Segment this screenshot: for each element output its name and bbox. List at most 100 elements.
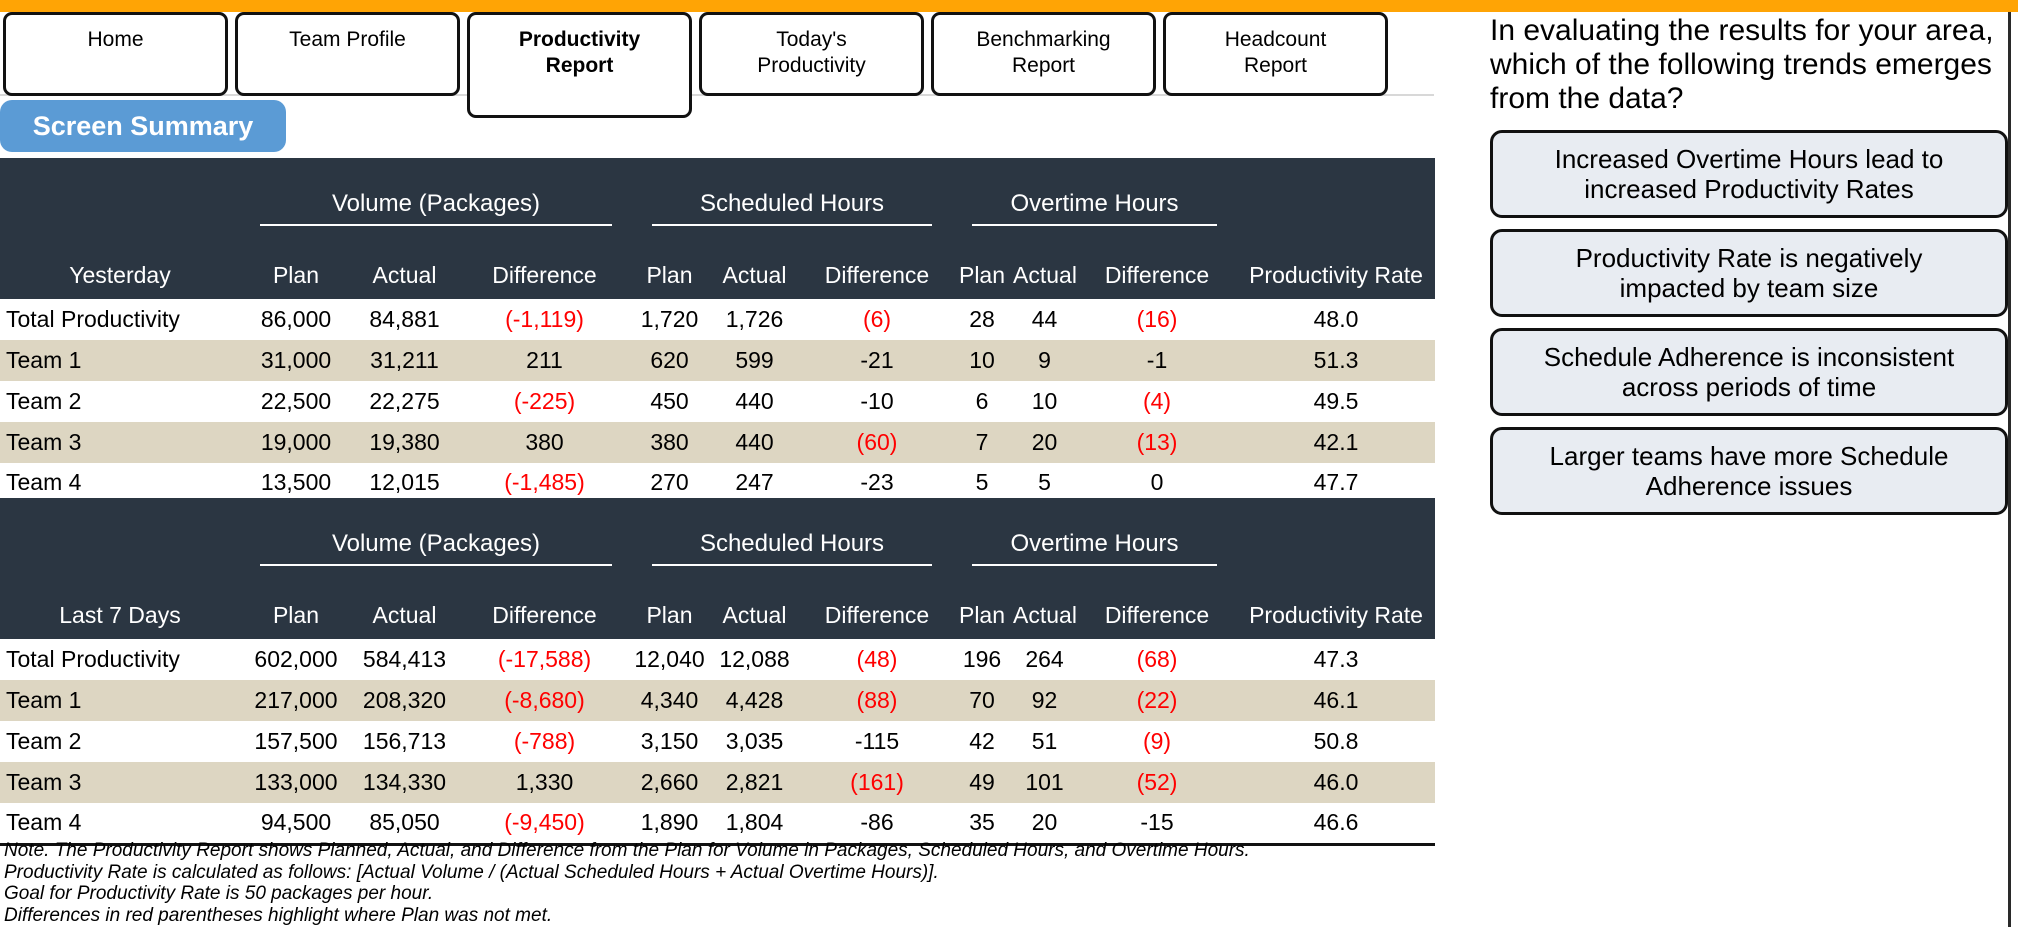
row-label: Total Productivity <box>6 646 180 672</box>
table-cell: -1 <box>1146 347 1168 373</box>
table-cell: 49.5 <box>1313 388 1359 414</box>
table-cell: 13,500 <box>260 469 332 496</box>
col-header-actual: Actual <box>372 262 437 288</box>
table-cell: (-1,485) <box>504 469 585 496</box>
sub-header-row: Last 7 Days Plan Actual Difference Plan Actua… <box>0 566 1435 639</box>
col-header-plan: Plan <box>958 262 1006 288</box>
table-cell: 1,330 <box>515 769 574 795</box>
table-cell: (-1,119) <box>505 306 584 332</box>
group-header-overtime-hours: Overtime Hours <box>952 498 1237 566</box>
period-label: Yesterday <box>69 262 171 288</box>
answer-option-4[interactable]: Larger teams have more Schedule Adherenc… <box>1490 427 2008 515</box>
productivity-table: Volume (Packages) Scheduled Hours Overtime… <box>0 498 1436 846</box>
table-cell: 92 <box>1031 687 1058 713</box>
tab-benchmarking-report[interactable]: Benchmarking Report <box>931 12 1156 96</box>
table-cell: 3,035 <box>725 728 784 754</box>
table-cell: 602,000 <box>254 646 338 672</box>
table-cell: 7 <box>975 429 989 455</box>
col-header-plan: Plan <box>272 262 320 288</box>
tab-productivity-report[interactable]: Productivity Report <box>467 12 692 118</box>
table-cell: (60) <box>856 429 898 455</box>
group-header-volume-packages: Volume (Packages) <box>240 498 632 566</box>
table-cell: (9) <box>1142 728 1172 754</box>
table-cell: (68) <box>1136 646 1178 672</box>
tab-team-profile[interactable]: Team Profile <box>235 12 460 96</box>
table-cell: 3,150 <box>640 728 699 754</box>
table-cell: 1,890 <box>640 809 699 836</box>
table-cell: 211 <box>526 347 563 373</box>
tab-today-s-productivity[interactable]: Today's Productivity <box>699 12 924 96</box>
group-header-label: Volume (Packages) <box>260 190 612 226</box>
answer-option-label: Increased Overtime Hours lead to increas… <box>1554 144 1944 204</box>
table-cell: (4) <box>1142 388 1172 414</box>
table-cell: 584,413 <box>362 646 447 672</box>
table-cell: 46.6 <box>1313 809 1359 836</box>
table-cell: 10 <box>969 347 995 373</box>
table-cell: 42 <box>969 728 995 754</box>
row-label: Total Productivity <box>6 306 180 332</box>
table-cell: 49 <box>969 769 995 795</box>
answer-option-3[interactable]: Schedule Adherence is inconsistent acros… <box>1490 328 2008 416</box>
table-row-team-1: Team 1 217,000 208,320 (-8,680) 4,340 4,428 (8… <box>0 680 1436 721</box>
col-header-difference: Difference <box>492 262 597 288</box>
table-cell: (-8,680) <box>504 687 585 713</box>
answer-option-1[interactable]: Increased Overtime Hours lead to increas… <box>1490 130 2008 218</box>
table-row-team-3: Team 3 133,000 134,330 1,330 2,660 2,821 (161)… <box>0 762 1436 803</box>
answer-options: Increased Overtime Hours lead to increas… <box>1490 130 2010 515</box>
table-cell: (-788) <box>513 728 576 754</box>
table-cell: -86 <box>860 809 894 836</box>
period-label: Last 7 Days <box>59 602 181 628</box>
table-row-team-2: Team 2 22,500 22,275 (-225) 450 440 -10 6 10 (4) 4… <box>0 381 1435 422</box>
answer-option-2[interactable]: Productivity Rate is negatively impacted… <box>1490 229 2008 317</box>
col-header-actual: Actual <box>1013 602 1077 628</box>
table-cell: (52) <box>1136 769 1178 795</box>
tab-label: Team Profile <box>289 28 406 51</box>
tab-headcount-report[interactable]: Headcount Report <box>1163 12 1388 96</box>
productivity-rate-header: Productivity Rate <box>1249 262 1423 288</box>
col-header-actual: Actual <box>372 602 437 628</box>
table-cell: 620 <box>650 347 689 373</box>
table-cell: -23 <box>860 469 894 496</box>
table-cell: 156,713 <box>362 728 447 754</box>
table-cell: 44 <box>1031 306 1058 332</box>
group-header-label: Scheduled Hours <box>652 190 933 226</box>
row-label: Team 4 <box>6 809 82 836</box>
table-cell: 12,040 <box>634 646 705 672</box>
table-cell: -15 <box>1140 809 1174 836</box>
table-cell: 4,428 <box>725 687 784 713</box>
answer-option-label: Productivity Rate is negatively impacted… <box>1575 243 1923 303</box>
table-cell: 380 <box>650 429 689 455</box>
table-cell: 31,211 <box>370 347 439 373</box>
productivity-rate-header: Productivity Rate <box>1249 602 1423 628</box>
table-row-total-productivity: Total Productivity 602,000 584,413 (-17,588… <box>0 639 1435 680</box>
col-header-difference: Difference <box>492 602 597 628</box>
table-cell: 84,881 <box>369 306 440 332</box>
table-cell: 50.8 <box>1313 728 1359 754</box>
group-header-label: Overtime Hours <box>972 190 1218 226</box>
table-row-total-productivity: Total Productivity 86,000 84,881 (-1,119) 1,… <box>0 299 1435 340</box>
table-cell: 47.3 <box>1313 646 1359 672</box>
screen-summary-button[interactable]: Screen Summary <box>0 100 286 152</box>
table-cell: 2,660 <box>640 769 699 795</box>
table-cell: 217,000 <box>254 687 338 713</box>
table-cell: -115 <box>854 728 900 754</box>
tab-home[interactable]: Home <box>3 12 228 96</box>
table-cell: 270 <box>650 469 689 496</box>
last-7-days-table: Volume (Packages) Scheduled Hours Overtime… <box>0 498 1436 846</box>
table-cell: 4,340 <box>640 687 699 713</box>
answer-option-label: Schedule Adherence is inconsistent acros… <box>1543 342 1955 402</box>
col-header-difference: Difference <box>824 262 930 288</box>
col-header-actual: Actual <box>722 262 787 288</box>
table-cell: 599 <box>735 347 774 373</box>
table-cell: 5 <box>1038 469 1051 496</box>
group-header-volume-packages: Volume (Packages) <box>240 158 632 226</box>
table-cell: -21 <box>860 347 894 373</box>
table-cell: 134,330 <box>362 769 447 795</box>
table-row-team-3: Team 3 19,000 19,380 380 380 440 (60) 7 20 (13) 42… <box>0 422 1436 463</box>
row-label: Team 3 <box>6 429 82 455</box>
table-cell: 51.3 <box>1313 347 1359 373</box>
col-header-difference: Difference <box>824 602 930 628</box>
group-header-label: Overtime Hours <box>972 530 1218 566</box>
table-cell: (161) <box>850 769 904 795</box>
table-cell: 20 <box>1031 809 1058 836</box>
